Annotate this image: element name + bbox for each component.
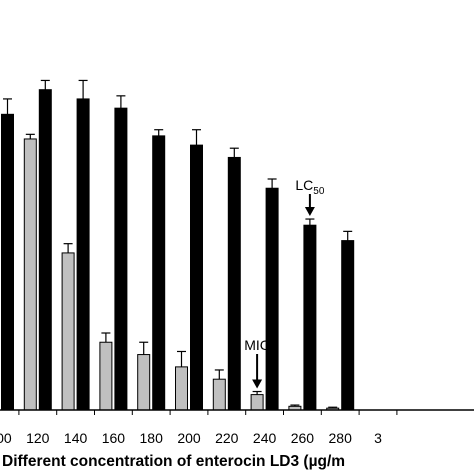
bar-s0-140 [61,252,75,411]
x-tick-label-240: 240 [253,430,277,446]
x-axis-label: Different concentration of enterocin LD3… [2,453,345,470]
x-tick-label-120: 120 [26,430,50,446]
x-tick-label-100: 100 [0,430,12,446]
bar-s0-220 [212,378,226,411]
bar-s1-220 [227,156,241,411]
x-tick-label-200: 200 [177,430,201,446]
x-ticks-group: 100 120 140 160 180 200 220 240 260 280 3 [0,410,398,446]
error-bars-group [3,79,353,409]
x-tick-label-180: 180 [140,430,164,446]
x-tick-label-260: 260 [291,430,315,446]
x-tick-label-140: 140 [64,430,88,446]
bar-s0-120 [23,138,37,411]
bar-s1-260 [303,224,317,411]
bar-s1-240 [265,187,279,411]
x-tick-label-3: 3 [374,430,382,446]
x-tick-label-160: 160 [102,430,126,446]
bar-s0-200 [175,366,188,411]
bar-s1-180 [152,135,166,411]
annotation-arrow-head [252,379,263,389]
bar-s1-120 [38,89,52,411]
bar-s0-160 [99,341,113,411]
annotation-mic: MIC [244,337,270,353]
bar-s1-200 [190,144,203,411]
x-tick-label-220: 220 [215,430,239,446]
bar-s0-180 [137,354,151,411]
bar-s1-100 [1,113,14,411]
x-tick-label-280: 280 [329,430,353,446]
annotation-arrow-head [304,207,315,217]
bar-s1-140 [76,98,90,411]
bars-group [1,89,355,411]
bar-s1-160 [114,107,128,411]
bar-s1-280 [341,240,355,411]
bar-s0-240 [250,394,264,411]
